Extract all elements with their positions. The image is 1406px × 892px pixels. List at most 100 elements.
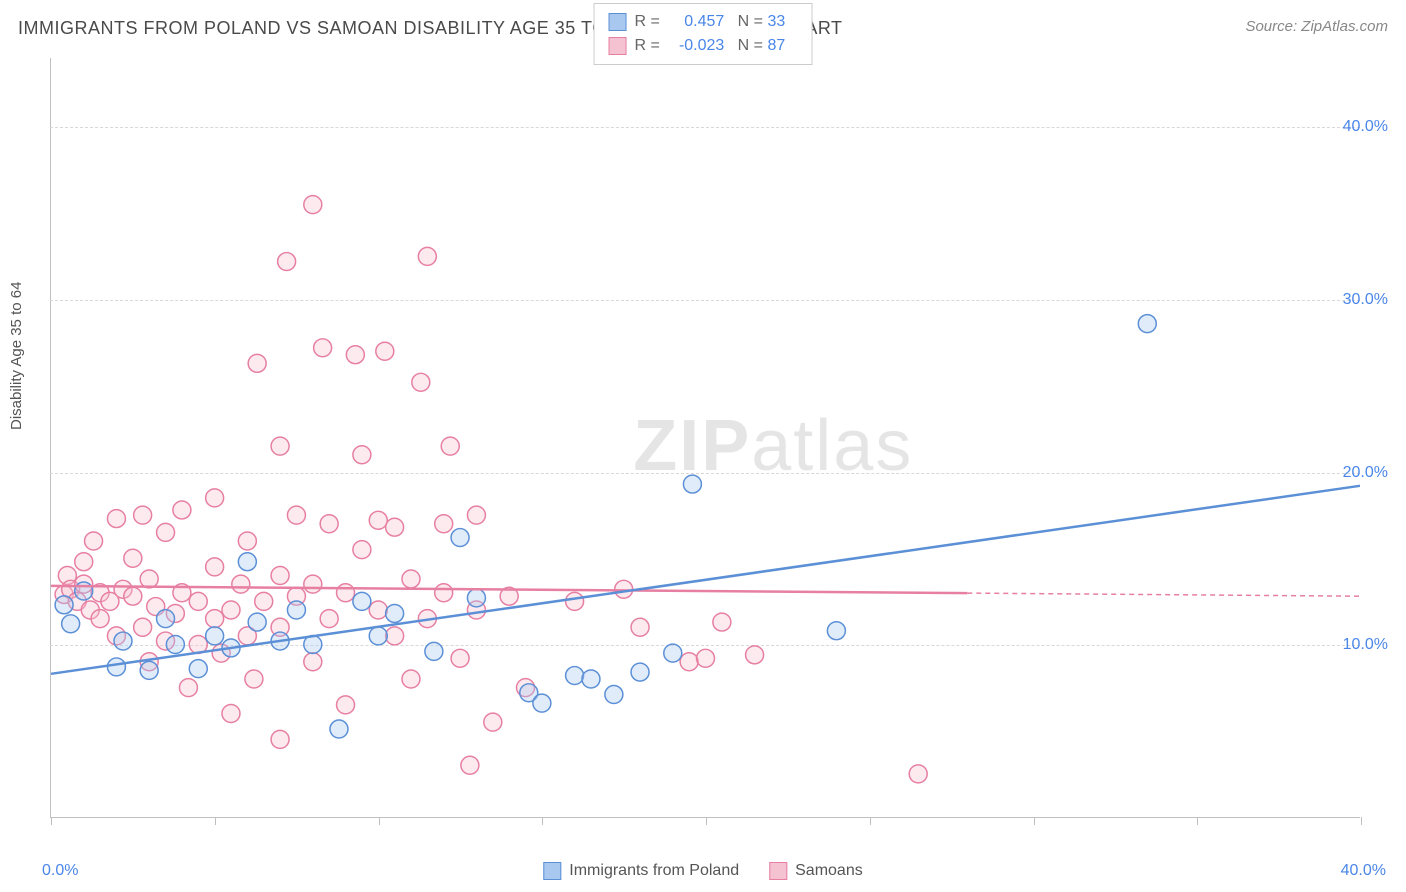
data-point [140, 570, 158, 588]
data-point [287, 506, 305, 524]
data-point [75, 582, 93, 600]
data-point [353, 541, 371, 559]
data-point [173, 501, 191, 519]
legend-stats-text: R = 0.457 N = 33 [635, 10, 798, 34]
data-point [255, 592, 273, 610]
data-point [451, 649, 469, 667]
data-point [245, 670, 263, 688]
data-point [107, 658, 125, 676]
data-point [157, 523, 175, 541]
data-point [124, 549, 142, 567]
data-point [631, 663, 649, 681]
x-tick [51, 817, 52, 825]
legend-swatch-icon [543, 862, 561, 880]
data-point [278, 253, 296, 271]
data-point [713, 613, 731, 631]
data-point [189, 660, 207, 678]
data-point [467, 506, 485, 524]
data-point [55, 596, 73, 614]
x-tick-label: 0.0% [42, 862, 78, 880]
y-axis-label: Disability Age 35 to 64 [8, 282, 25, 430]
x-tick [1197, 817, 1198, 825]
data-point [320, 515, 338, 533]
data-point [566, 667, 584, 685]
source-attribution: Source: ZipAtlas.com [1245, 18, 1388, 35]
data-point [369, 627, 387, 645]
data-point [386, 604, 404, 622]
data-point [631, 618, 649, 636]
data-point [134, 618, 152, 636]
data-point [271, 567, 289, 585]
data-point [827, 622, 845, 640]
data-point [206, 627, 224, 645]
data-point [206, 558, 224, 576]
scatter-chart-svg [51, 58, 1360, 817]
data-point [248, 354, 266, 372]
data-point [85, 532, 103, 550]
data-point [320, 610, 338, 628]
data-point [140, 661, 158, 679]
data-point [353, 592, 371, 610]
data-point [157, 610, 175, 628]
data-point [304, 196, 322, 214]
data-point [134, 506, 152, 524]
legend-stats-row: R = -0.023 N = 87 [609, 34, 798, 58]
data-point [114, 632, 132, 650]
x-tick [870, 817, 871, 825]
x-tick [379, 817, 380, 825]
data-point [467, 589, 485, 607]
legend-swatch-icon [769, 862, 787, 880]
data-point [238, 553, 256, 571]
data-point [107, 510, 125, 528]
data-point [605, 686, 623, 704]
data-point [232, 575, 250, 593]
data-point [441, 437, 459, 455]
data-point [330, 720, 348, 738]
data-point [418, 247, 436, 265]
data-point [369, 511, 387, 529]
data-point [435, 584, 453, 602]
plot-area [50, 58, 1360, 818]
data-point [386, 627, 404, 645]
data-point [461, 756, 479, 774]
series-legend: Immigrants from Poland Samoans [543, 862, 862, 880]
data-point [402, 570, 420, 588]
x-tick [1361, 817, 1362, 825]
data-point [222, 705, 240, 723]
data-point [386, 518, 404, 536]
data-point [566, 592, 584, 610]
data-point [271, 730, 289, 748]
x-tick [1034, 817, 1035, 825]
data-point [582, 670, 600, 688]
data-point [451, 529, 469, 547]
data-point [909, 765, 927, 783]
data-point [435, 515, 453, 533]
x-tick-label: 40.0% [1341, 862, 1386, 880]
data-point [680, 653, 698, 671]
x-tick [706, 817, 707, 825]
legend-stats-text: R = -0.023 N = 87 [635, 34, 798, 58]
data-point [337, 584, 355, 602]
data-point [222, 601, 240, 619]
data-point [206, 489, 224, 507]
correlation-legend: R = 0.457 N = 33R = -0.023 N = 87 [594, 3, 813, 65]
data-point [697, 649, 715, 667]
legend-swatch-icon [609, 13, 627, 31]
data-point [1138, 315, 1156, 333]
data-point [412, 373, 430, 391]
legend-item: Samoans [769, 862, 863, 880]
regression-line-extrapolated [967, 593, 1360, 596]
data-point [346, 346, 364, 364]
legend-item: Immigrants from Poland [543, 862, 739, 880]
data-point [484, 713, 502, 731]
data-point [402, 670, 420, 688]
data-point [166, 636, 184, 654]
data-point [746, 646, 764, 664]
data-point [533, 694, 551, 712]
legend-stats-row: R = 0.457 N = 33 [609, 10, 798, 34]
data-point [337, 696, 355, 714]
data-point [425, 642, 443, 660]
data-point [75, 553, 93, 571]
data-point [304, 653, 322, 671]
legend-swatch-icon [609, 37, 627, 55]
